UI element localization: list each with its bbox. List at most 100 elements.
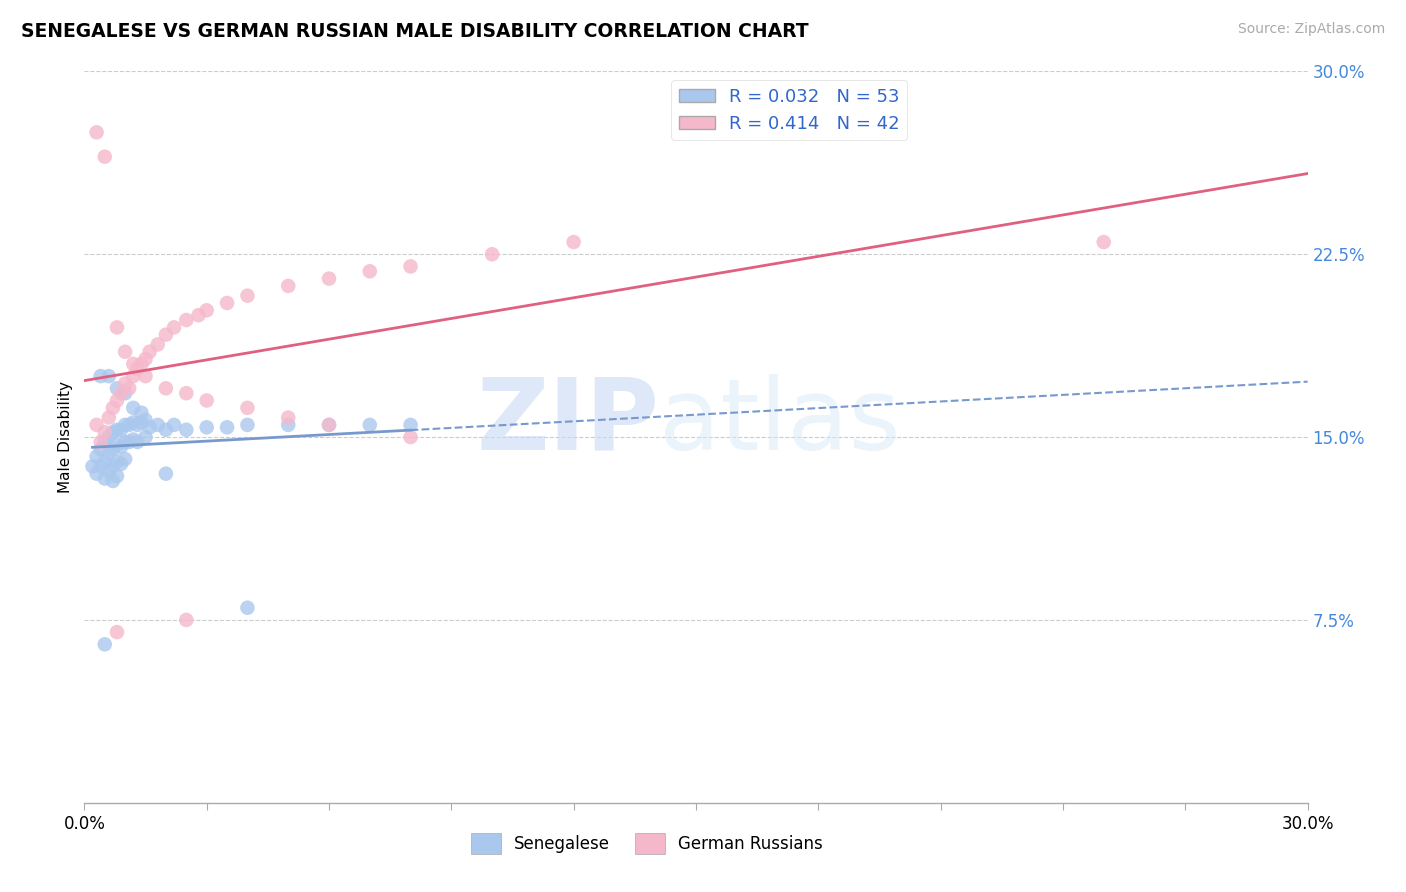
Point [318,271,340,285]
Point [217,420,239,434]
Point [318,417,340,432]
Point [101,401,124,415]
Point [97,464,120,478]
Point [114,386,136,401]
Point [163,320,186,334]
Point [110,423,132,437]
Point [135,413,157,427]
Point [195,303,218,318]
Point [101,474,124,488]
Point [101,442,124,457]
Point [127,434,149,449]
Point [481,247,503,261]
Point [93,454,115,468]
Point [135,369,157,384]
Text: ZIP: ZIP [477,374,659,471]
Point [90,369,112,384]
Point [90,459,112,474]
Text: SENEGALESE VS GERMAN RUSSIAN MALE DISABILITY CORRELATION CHART: SENEGALESE VS GERMAN RUSSIAN MALE DISABI… [21,22,808,41]
Point [155,381,177,395]
Point [127,417,149,432]
Point [122,357,145,371]
Point [114,452,136,467]
Point [105,423,128,437]
Point [97,369,120,384]
Point [195,420,218,434]
Point [86,125,108,139]
Point [93,434,115,449]
Point [86,450,108,464]
Point [135,352,157,367]
Point [174,613,197,627]
Point [105,437,128,451]
Point [105,381,128,395]
Point [114,344,136,359]
Point [131,416,153,430]
Point [236,600,259,615]
Point [105,625,128,640]
Point [163,417,186,432]
Text: Source: ZipAtlas.com: Source: ZipAtlas.com [1237,22,1385,37]
Point [155,423,177,437]
Point [146,337,169,351]
Point [155,467,177,481]
Point [86,417,108,432]
Point [155,327,177,342]
Point [277,279,299,293]
Point [101,459,124,474]
Point [105,469,128,483]
Text: atlas: atlas [659,374,901,471]
Point [118,417,141,432]
Point [146,417,169,432]
Point [82,459,104,474]
Point [110,440,132,454]
Point [93,150,115,164]
Point [562,235,585,249]
Point [90,442,112,457]
Point [138,344,160,359]
Legend: Senegalese, German Russians: Senegalese, German Russians [464,827,830,860]
Point [97,430,120,444]
Point [93,471,115,485]
Point [101,425,124,440]
Point [277,417,299,432]
Point [122,433,145,447]
Point [187,308,209,322]
Point [122,369,145,384]
Point [127,361,149,376]
Point [138,420,160,434]
Point [114,434,136,449]
Y-axis label: Male Disability: Male Disability [58,381,73,493]
Point [110,457,132,471]
Point [359,417,381,432]
Point [114,376,136,391]
Point [174,386,197,401]
Point [97,410,120,425]
Point [195,393,218,408]
Point [105,393,128,408]
Point [118,381,141,395]
Point [174,423,197,437]
Point [399,417,422,432]
Point [86,467,108,481]
Point [118,434,141,449]
Point [93,425,115,440]
Point [399,430,422,444]
Point [114,417,136,432]
Point [1092,235,1115,249]
Point [399,260,422,274]
Point [90,434,112,449]
Point [97,447,120,461]
Point [131,357,153,371]
Point [236,401,259,415]
Point [105,320,128,334]
Point [359,264,381,278]
Point [105,454,128,468]
Point [217,296,239,310]
Point [110,386,132,401]
Point [122,416,145,430]
Point [277,410,299,425]
Point [236,288,259,302]
Point [236,417,259,432]
Point [318,417,340,432]
